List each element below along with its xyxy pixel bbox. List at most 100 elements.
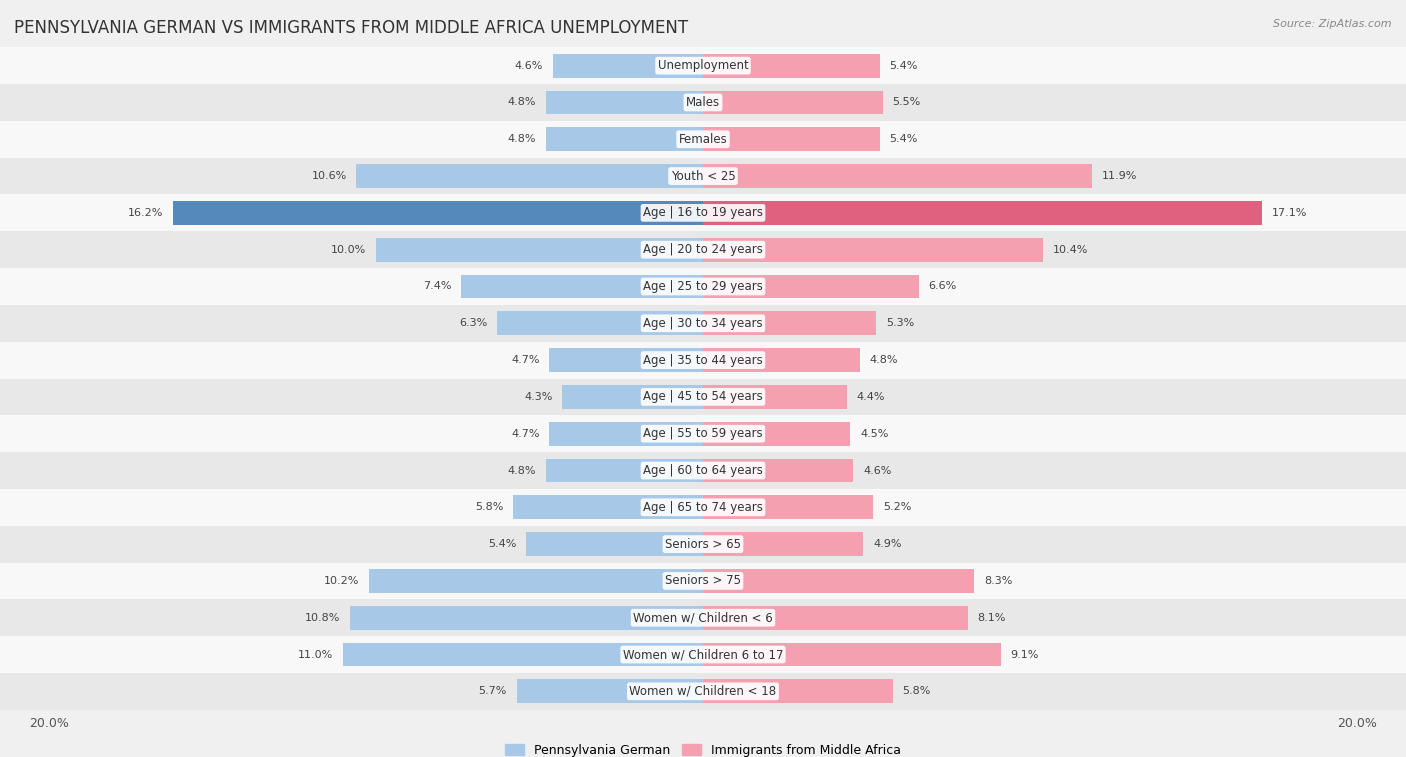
Text: Age | 16 to 19 years: Age | 16 to 19 years <box>643 207 763 220</box>
Text: Age | 25 to 29 years: Age | 25 to 29 years <box>643 280 763 293</box>
Bar <box>0 416 1406 452</box>
Text: 4.3%: 4.3% <box>524 392 553 402</box>
Text: Women w/ Children 6 to 17: Women w/ Children 6 to 17 <box>623 648 783 661</box>
Bar <box>703 569 974 593</box>
Bar <box>703 311 876 335</box>
Text: Age | 45 to 54 years: Age | 45 to 54 years <box>643 391 763 403</box>
Bar <box>0 47 1406 84</box>
Bar <box>703 201 1263 225</box>
Bar <box>0 195 1406 232</box>
Text: Age | 60 to 64 years: Age | 60 to 64 years <box>643 464 763 477</box>
Bar <box>703 275 918 298</box>
Bar <box>356 164 703 188</box>
Text: Seniors > 75: Seniors > 75 <box>665 575 741 587</box>
Bar <box>550 422 703 446</box>
Bar <box>343 643 703 666</box>
Bar <box>703 606 967 630</box>
Text: 11.0%: 11.0% <box>298 650 333 659</box>
Text: 4.8%: 4.8% <box>870 355 898 365</box>
Text: 16.2%: 16.2% <box>128 208 163 218</box>
Text: 4.8%: 4.8% <box>508 466 536 475</box>
Text: 5.8%: 5.8% <box>903 687 931 696</box>
Bar <box>562 385 703 409</box>
Text: 5.4%: 5.4% <box>890 134 918 145</box>
Bar <box>0 268 1406 305</box>
Text: 4.4%: 4.4% <box>856 392 886 402</box>
Bar <box>526 532 703 556</box>
Text: 7.4%: 7.4% <box>423 282 451 291</box>
Bar <box>550 348 703 372</box>
Text: Source: ZipAtlas.com: Source: ZipAtlas.com <box>1274 19 1392 29</box>
Bar <box>703 459 853 482</box>
Bar <box>0 673 1406 710</box>
Text: Youth < 25: Youth < 25 <box>671 170 735 182</box>
Text: 8.3%: 8.3% <box>984 576 1012 586</box>
Text: 8.1%: 8.1% <box>977 612 1007 623</box>
Text: 5.8%: 5.8% <box>475 503 503 512</box>
Bar <box>0 452 1406 489</box>
Bar <box>0 636 1406 673</box>
Text: 10.6%: 10.6% <box>311 171 347 181</box>
Text: Age | 55 to 59 years: Age | 55 to 59 years <box>643 427 763 441</box>
Text: 11.9%: 11.9% <box>1102 171 1137 181</box>
Bar <box>0 121 1406 157</box>
Text: 9.1%: 9.1% <box>1011 650 1039 659</box>
Bar <box>0 84 1406 121</box>
Bar <box>0 562 1406 600</box>
Bar <box>703 54 880 78</box>
Text: Women w/ Children < 18: Women w/ Children < 18 <box>630 685 776 698</box>
Bar <box>703 495 873 519</box>
Text: 4.8%: 4.8% <box>508 134 536 145</box>
Bar <box>703 238 1043 262</box>
Bar <box>703 532 863 556</box>
Bar <box>375 238 703 262</box>
Bar <box>461 275 703 298</box>
Text: 5.7%: 5.7% <box>478 687 506 696</box>
Bar <box>0 378 1406 416</box>
Bar <box>0 305 1406 341</box>
Text: 5.5%: 5.5% <box>893 98 921 107</box>
Text: 6.6%: 6.6% <box>928 282 957 291</box>
Text: 4.6%: 4.6% <box>863 466 891 475</box>
Bar <box>350 606 703 630</box>
Text: Age | 20 to 24 years: Age | 20 to 24 years <box>643 243 763 256</box>
Text: 10.8%: 10.8% <box>305 612 340 623</box>
Bar <box>496 311 703 335</box>
Bar <box>513 495 703 519</box>
Text: 6.3%: 6.3% <box>458 318 488 329</box>
Bar <box>553 54 703 78</box>
Text: 10.2%: 10.2% <box>325 576 360 586</box>
Bar <box>546 91 703 114</box>
Bar <box>546 459 703 482</box>
Bar <box>0 600 1406 636</box>
Text: 17.1%: 17.1% <box>1272 208 1308 218</box>
Text: 5.3%: 5.3% <box>886 318 914 329</box>
Text: 5.4%: 5.4% <box>488 539 516 549</box>
Text: Age | 30 to 34 years: Age | 30 to 34 years <box>643 316 763 330</box>
Text: Unemployment: Unemployment <box>658 59 748 72</box>
Bar <box>0 341 1406 378</box>
Bar <box>703 422 851 446</box>
Text: 4.7%: 4.7% <box>510 355 540 365</box>
Bar <box>0 232 1406 268</box>
Bar <box>703 164 1092 188</box>
Bar <box>703 348 860 372</box>
Text: 4.7%: 4.7% <box>510 428 540 439</box>
Bar <box>516 679 703 703</box>
Bar <box>0 525 1406 562</box>
Text: 4.9%: 4.9% <box>873 539 901 549</box>
Bar <box>370 569 703 593</box>
Text: Females: Females <box>679 132 727 146</box>
Text: Age | 65 to 74 years: Age | 65 to 74 years <box>643 501 763 514</box>
Text: Women w/ Children < 6: Women w/ Children < 6 <box>633 611 773 625</box>
Text: 5.2%: 5.2% <box>883 503 911 512</box>
Text: PENNSYLVANIA GERMAN VS IMMIGRANTS FROM MIDDLE AFRICA UNEMPLOYMENT: PENNSYLVANIA GERMAN VS IMMIGRANTS FROM M… <box>14 19 688 37</box>
Bar <box>703 91 883 114</box>
Text: Males: Males <box>686 96 720 109</box>
Text: 4.8%: 4.8% <box>508 98 536 107</box>
Text: 4.5%: 4.5% <box>860 428 889 439</box>
Text: Age | 35 to 44 years: Age | 35 to 44 years <box>643 354 763 366</box>
Text: Seniors > 65: Seniors > 65 <box>665 537 741 550</box>
Bar <box>703 127 880 151</box>
Bar <box>0 489 1406 525</box>
